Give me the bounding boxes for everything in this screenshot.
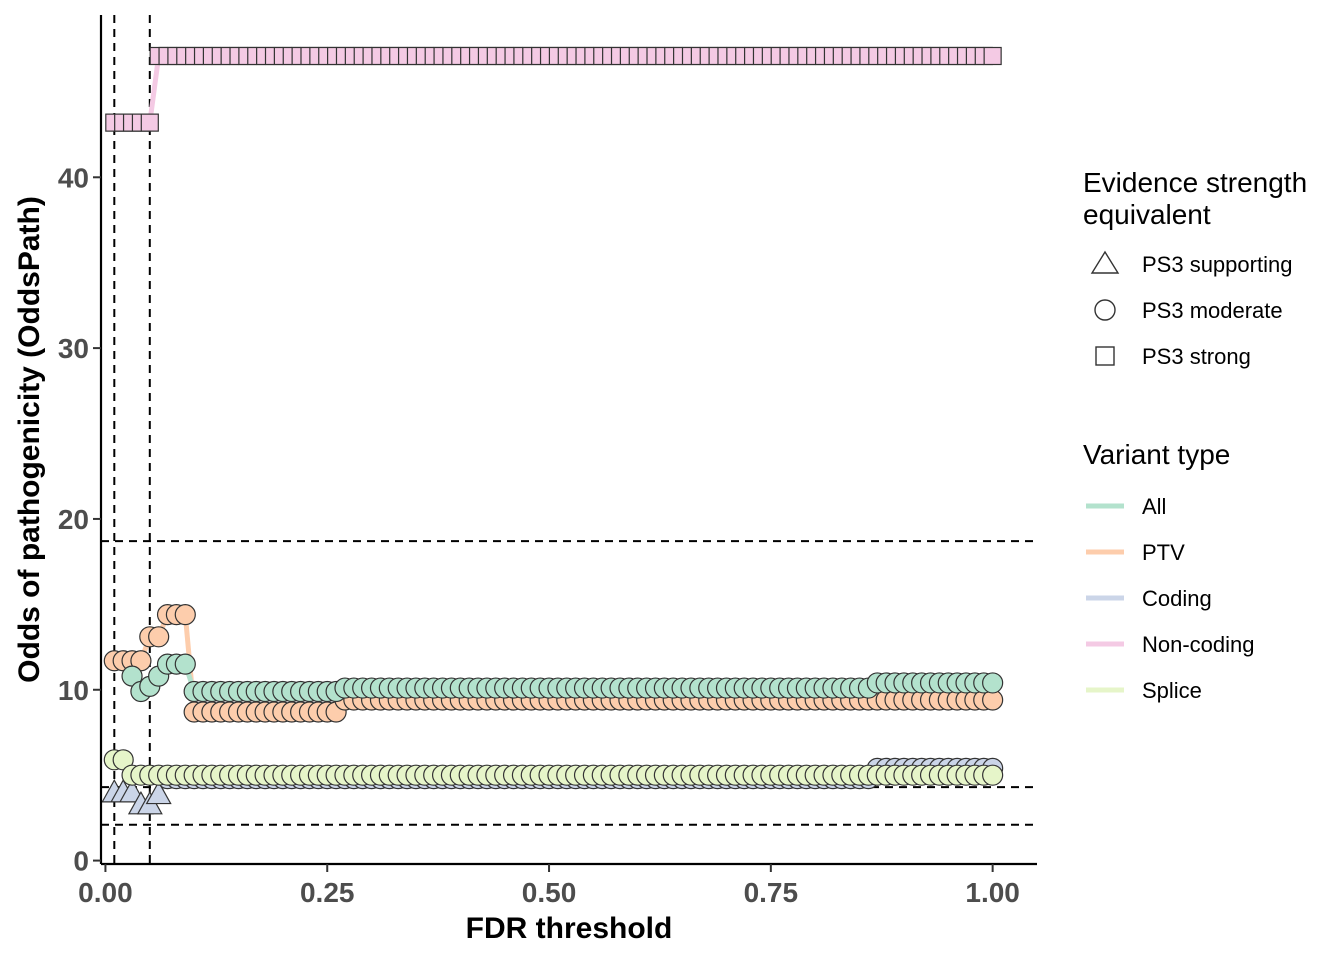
y-tick-label: 0: [73, 846, 89, 877]
color-legend-label: PTV: [1142, 540, 1185, 565]
y-tick-label: 10: [58, 675, 89, 706]
circle-icon: [1094, 299, 1116, 321]
legend-key-square: [1095, 346, 1115, 366]
y-tick-label: 20: [58, 504, 89, 535]
legend-key-triangle: [1090, 250, 1120, 274]
legend-key-circle: [1094, 299, 1116, 321]
x-tick-label: 0.50: [522, 877, 577, 908]
y-axis-title: Odds of pathogenicity (OddsPath): [13, 196, 46, 683]
x-axis-title: FDR threshold: [466, 912, 673, 945]
shape-legend-label: PS3 strong: [1142, 344, 1251, 369]
square-icon: [1095, 346, 1115, 366]
shape-legend-label: PS3 moderate: [1142, 298, 1283, 323]
color-legend-label: All: [1142, 494, 1166, 519]
data-point-non-coding: [140, 113, 159, 132]
data-point-splice: [982, 764, 1004, 786]
reference-lines: [101, 15, 1037, 864]
data-point-non-coding: [983, 46, 1002, 66]
x-tick-label: 0.25: [300, 877, 355, 908]
data-point-coding: [145, 780, 172, 805]
color-legend-label: Splice: [1142, 678, 1202, 703]
data-point-all: [982, 672, 1004, 694]
shape-legend-label: PS3 supporting: [1142, 252, 1292, 277]
shape-legend-title: equivalent: [1083, 199, 1211, 230]
color-legend-title: Variant type: [1083, 439, 1230, 470]
x-tick-label: 1.00: [965, 877, 1020, 908]
y-tick-label: 40: [58, 162, 89, 193]
data-point-all: [174, 653, 196, 675]
y-tick-label: 30: [58, 333, 89, 364]
data-point-ptv: [174, 603, 196, 626]
series-line-non-coding: [114, 53, 993, 126]
x-tick-label: 0.00: [78, 877, 133, 908]
color-legend-label: Coding: [1142, 586, 1212, 611]
triangle-icon: [1090, 250, 1120, 274]
color-legend-label: Non-coding: [1142, 632, 1255, 657]
shape-legend-title: Evidence strength: [1083, 167, 1307, 198]
data-point-ptv: [148, 626, 170, 648]
x-tick-label: 0.75: [744, 877, 799, 908]
axes: 0.00 0.25 0.50 0.75 1.00 0 10 20 30 40: [58, 15, 1037, 908]
series-points: [101, 46, 1004, 815]
